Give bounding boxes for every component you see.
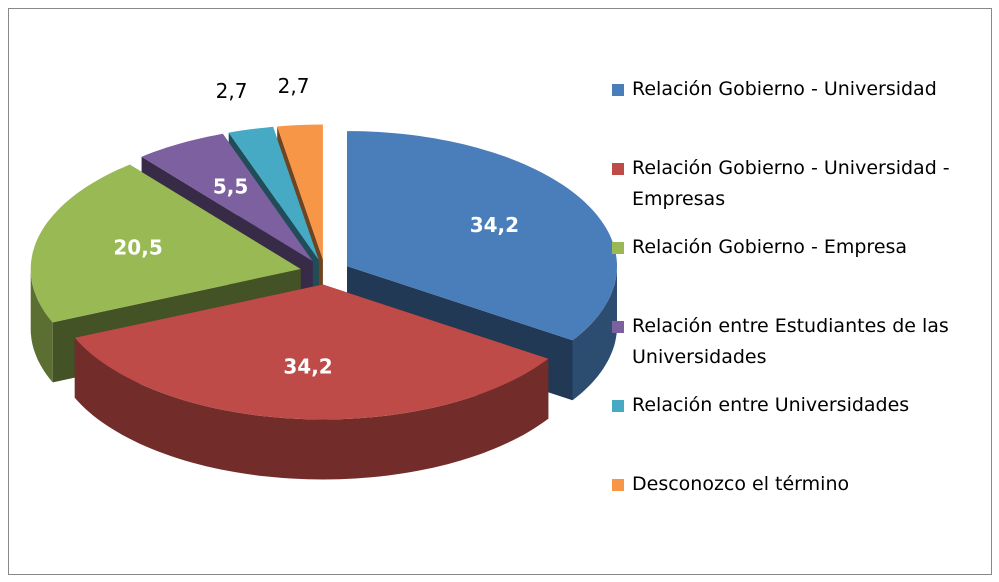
legend-item: Relación entre Universidades: [612, 390, 987, 469]
legend-label: Relación Gobierno - Empresa: [632, 236, 908, 258]
legend-item: Relación Gobierno - Universidad - Empres…: [612, 153, 987, 232]
legend-swatch: [612, 242, 624, 254]
slice-wall: [74, 337, 549, 480]
legend-swatch: [612, 163, 624, 175]
legend: Relación Gobierno - Universidad Relación …: [612, 74, 987, 548]
legend-item: Relación entre Estudiantes de las Univer…: [612, 311, 987, 390]
slice: [347, 131, 617, 341]
pie: [30, 124, 617, 480]
legend-label: Relación entre Universidades: [632, 394, 910, 416]
legend-item: Relación Gobierno - Universidad: [612, 74, 987, 153]
legend-swatch: [612, 400, 624, 412]
legend-swatch: [612, 479, 624, 491]
legend-label: Relación Gobierno - Universidad - Empres…: [632, 157, 950, 210]
slice-wall: [30, 269, 53, 383]
legend-swatch: [612, 321, 624, 333]
data-label: 20,5: [113, 236, 162, 260]
data-label: 2,7: [216, 79, 248, 103]
slice-wall: [572, 266, 617, 401]
legend-label: Relación entre Estudiantes de las Univer…: [632, 315, 949, 368]
legend-item: Desconozco el término: [612, 469, 987, 548]
data-label: 34,2: [283, 354, 332, 378]
legend-swatch: [612, 84, 624, 96]
slice: [141, 133, 313, 262]
slice: [74, 284, 549, 420]
slice: [277, 124, 323, 260]
legend-label: Relación Gobierno - Universidad: [632, 78, 937, 100]
data-label: 5,5: [213, 175, 248, 199]
slice: [228, 126, 319, 260]
legend-item: Relación Gobierno - Empresa: [612, 232, 987, 311]
slice: [30, 164, 301, 323]
legend-label: Desconozco el término: [632, 473, 850, 495]
data-label: 34,2: [470, 213, 519, 237]
data-label: 2,7: [278, 74, 310, 98]
